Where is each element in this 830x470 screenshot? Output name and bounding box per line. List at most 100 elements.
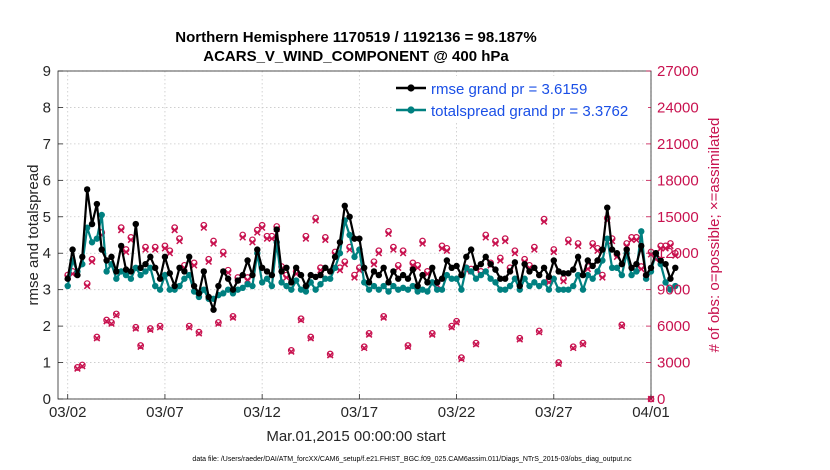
- rmse-point: [574, 253, 582, 261]
- spread-point: [176, 282, 183, 290]
- rmse-point: [132, 220, 139, 228]
- spread-point: [375, 286, 383, 293]
- y2-tick-label: 6000: [657, 318, 690, 335]
- obs-possible-point: [297, 315, 305, 323]
- rmse-point: [351, 235, 358, 242]
- spread-point: [443, 271, 451, 279]
- spread-point: [103, 268, 110, 275]
- obs-assimilated-point: [496, 257, 504, 264]
- obs-possible-point: [448, 322, 456, 330]
- rmse-point: [181, 268, 188, 275]
- spread-point: [438, 286, 446, 293]
- rmse-point: [83, 186, 91, 193]
- legend-rmse-marker: [407, 84, 415, 92]
- rmse-point: [662, 260, 669, 268]
- obs-possible-point: [555, 359, 563, 366]
- spread-point: [351, 253, 358, 261]
- rmse-point: [283, 264, 290, 271]
- spread-point: [122, 271, 130, 279]
- obs-assimilated-point: [419, 240, 426, 247]
- spread-point: [317, 281, 324, 288]
- rmse-point: [613, 250, 621, 257]
- rmse-point: [93, 200, 101, 208]
- rmse-point: [79, 253, 86, 261]
- rmse-point: [487, 260, 494, 268]
- obs-assimilated-point: [263, 235, 271, 242]
- spread-point: [589, 275, 596, 282]
- rmse-point: [555, 268, 562, 275]
- x-tick-label: 04/01: [632, 404, 670, 421]
- obs-assimilated-point: [156, 323, 164, 331]
- rmse-point: [117, 242, 125, 250]
- rmse-point: [244, 257, 251, 264]
- rmse-point: [599, 246, 606, 253]
- obs-assimilated-point: [74, 365, 81, 372]
- y2-tick-label: 9000: [657, 282, 690, 299]
- obs-possible-point: [404, 342, 412, 349]
- rmse-point: [322, 264, 329, 271]
- obs-assimilated-point: [472, 341, 480, 348]
- spread-point: [297, 286, 305, 293]
- rmse-point: [356, 235, 363, 242]
- spread-point: [526, 282, 533, 290]
- rmse-point: [404, 275, 412, 282]
- y2-tick-label: 3000: [657, 355, 690, 372]
- obs-assimilated-point: [628, 236, 635, 244]
- spread-point: [570, 282, 577, 290]
- y2-tick-label: 24000: [657, 99, 699, 116]
- y2-tick-label: 27000: [657, 63, 699, 80]
- obs-assimilated-point: [535, 328, 543, 336]
- obs-assimilated-point: [550, 248, 558, 256]
- spread-point: [584, 271, 592, 279]
- obs-assimilated-point: [531, 246, 538, 253]
- obs-assimilated-point: [112, 311, 120, 319]
- rmse-point: [103, 257, 110, 264]
- obs-assimilated-point: [360, 344, 368, 352]
- spread-point: [492, 279, 499, 286]
- rmse-point: [288, 279, 295, 286]
- spread-point: [579, 286, 587, 293]
- obs-possible-point: [458, 354, 465, 362]
- obs-assimilated-point: [108, 320, 115, 328]
- obs-assimilated-point: [88, 258, 96, 266]
- y-tick-label: 4: [43, 245, 51, 262]
- spread-point: [322, 275, 329, 282]
- rmse-point: [195, 290, 203, 297]
- obs-assimilated-point: [161, 245, 169, 252]
- spread-point: [312, 286, 319, 293]
- spread-point: [506, 282, 514, 290]
- rmse-point: [278, 268, 285, 275]
- obs-assimilated-point: [302, 235, 310, 242]
- rmse-point: [370, 268, 378, 275]
- rmse-point: [511, 259, 519, 266]
- spread-point: [501, 286, 509, 293]
- spread-point: [239, 284, 246, 292]
- spread-point: [117, 268, 125, 275]
- rmse-point: [521, 260, 528, 268]
- rmse-point: [633, 260, 640, 268]
- rmse-point: [142, 260, 149, 268]
- spread-point: [385, 288, 392, 295]
- spread-point: [511, 275, 519, 282]
- rmse-point: [667, 275, 674, 282]
- rmse-point: [647, 264, 655, 271]
- spread-point: [662, 279, 669, 286]
- spread-point: [667, 286, 674, 293]
- obs-assimilated-point: [671, 252, 679, 259]
- rmse-point: [239, 271, 246, 279]
- spread-point: [142, 268, 149, 275]
- y-axis-left: 0 1 2 3 4 5 6 7 8 9: [43, 63, 63, 408]
- plot-frame: [57, 70, 652, 400]
- rmse-point: [565, 270, 572, 277]
- obs-assimilated-point: [210, 240, 217, 247]
- spread-point: [186, 271, 193, 279]
- rmse-point: [526, 268, 533, 275]
- rmse-point: [497, 275, 504, 282]
- x-tick-label: 03/17: [341, 404, 379, 421]
- spread-point: [550, 275, 557, 282]
- rmse-point: [152, 264, 159, 271]
- obs-assimilated-point: [380, 314, 387, 321]
- chart-subtitle: ACARS_V_WIND_COMPONENT @ 400 hPa: [203, 48, 509, 65]
- legend-spread-marker: [407, 106, 415, 114]
- y-tick-label: 7: [43, 136, 51, 153]
